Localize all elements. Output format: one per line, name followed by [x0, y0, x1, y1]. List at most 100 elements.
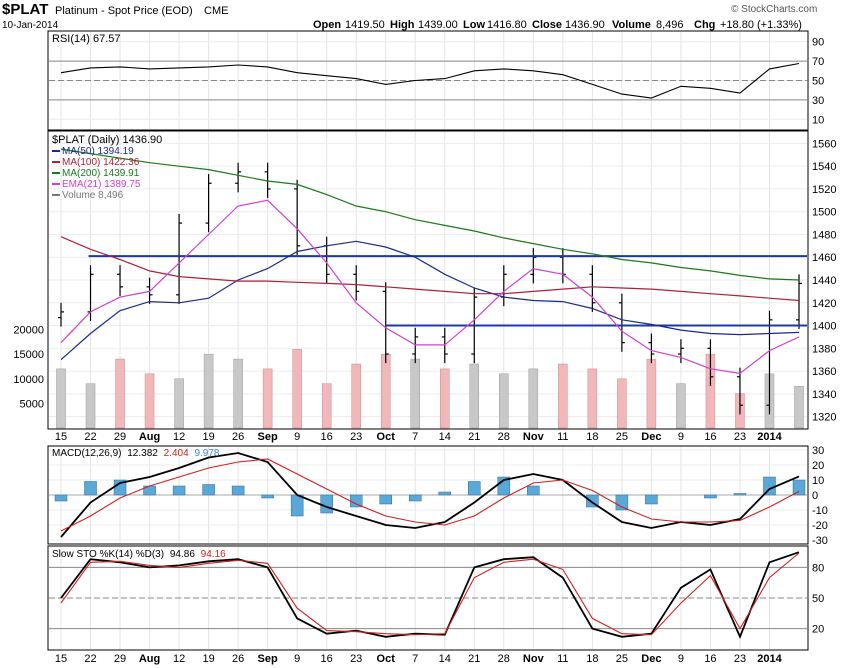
price-tick-label: 1400: [812, 321, 836, 333]
volume-bar: [321, 383, 332, 429]
macd-value: 12.382: [127, 448, 158, 459]
macd-histogram-bar: [54, 494, 68, 502]
x-axis-label: 9: [678, 431, 684, 443]
volume-bar: [144, 373, 155, 429]
x-axis-label: 11: [557, 431, 568, 443]
price-legend-item: MA(50) 1394.19: [62, 146, 134, 157]
macd-histogram-bar: [733, 493, 747, 496]
x-axis-label: 22: [84, 653, 96, 665]
volume-bar: [794, 385, 804, 429]
x-axis-label: 23: [350, 653, 362, 665]
x-axis-label: Nov: [523, 653, 545, 665]
price-tick-label: 1320: [812, 412, 836, 424]
x-axis-label: 16: [321, 653, 333, 665]
x-axis-label: 23: [734, 653, 746, 665]
macd-histogram-bar: [84, 481, 97, 496]
macd-histogram-bar: [468, 481, 481, 496]
macd-legend: MACD(12,26,9) 12.382 2.404 9.978: [52, 448, 220, 459]
x-axis-label: 18: [586, 653, 598, 665]
ema21-line: [60, 199, 800, 375]
macd-hist-value: 9.978: [194, 448, 219, 459]
volume-bar: [115, 358, 125, 429]
macd-histogram-bar: [645, 494, 658, 505]
x-axis-label: 14: [439, 653, 451, 665]
sto-k-value: 94.86: [170, 549, 195, 560]
x-axis-label: 21: [468, 431, 480, 443]
x-axis-label: 9: [294, 431, 300, 443]
ma200-line: [60, 148, 800, 281]
volume-bar: [410, 358, 420, 429]
volume-bar: [469, 363, 480, 429]
x-axis-label: 15: [55, 431, 67, 443]
x-axis-label: 12: [173, 431, 185, 443]
x-axis-label: Dec: [641, 653, 661, 665]
macd-tick-label: 30: [812, 445, 824, 457]
x-axis-label: Aug: [139, 653, 160, 665]
watermark: © StockCharts.com: [731, 4, 817, 15]
x-axis-label: 7: [412, 653, 418, 665]
macd-histogram-bar: [290, 494, 304, 517]
open-label: Open: [313, 19, 341, 31]
sto-tick-label: 80: [812, 562, 824, 574]
sto-k-line: [60, 551, 800, 640]
macd-histogram-bar: [527, 485, 540, 496]
x-axis-label: 28: [498, 431, 510, 443]
price-tick-label: 1500: [812, 207, 836, 219]
rsi-tick-label: 10: [812, 114, 824, 126]
x-axis-label: 2014: [757, 653, 782, 665]
x-axis-label: 26: [232, 653, 244, 665]
price-tick-label: 1440: [812, 275, 836, 287]
x-axis-label: 11: [557, 653, 568, 665]
rsi-tick-label: 70: [812, 56, 824, 68]
x-axis-label: 29: [114, 653, 126, 665]
volume-bar: [676, 383, 686, 429]
x-axis-label: Oct: [377, 653, 396, 665]
price-tick-label: 1520: [812, 184, 836, 196]
sto-d-line: [60, 552, 800, 636]
instrument-desc: - Spot Price (EOD): [101, 5, 193, 17]
rsi-tick-label: 90: [812, 37, 824, 49]
x-axis-label: 19: [202, 431, 214, 443]
macd-tick-label: 10: [812, 475, 824, 487]
volume-bar: [203, 353, 214, 429]
price-tick-label: 1480: [812, 229, 836, 241]
volume-bar: [56, 368, 66, 429]
volume-bar: [351, 363, 361, 429]
x-axis-label: 23: [350, 431, 362, 443]
rsi-tick-label: 50: [812, 76, 824, 88]
macd-signal-line: [60, 458, 800, 532]
x-axis-label: 9: [678, 653, 684, 665]
volume-bar: [617, 378, 627, 429]
volume-bar: [499, 373, 509, 429]
price-legend-item: EMA(21) 1389.75: [62, 179, 141, 190]
price-tick-label: 1380: [812, 343, 836, 355]
x-axis-label: 18: [586, 431, 598, 443]
rsi-tick-label: 30: [812, 95, 824, 107]
rsi-panel: [47, 30, 809, 131]
price-legend-item: Volume 8,496: [62, 190, 124, 201]
x-axis-label: 16: [704, 431, 716, 443]
macd-histogram-bar: [379, 494, 392, 505]
x-axis-label: 29: [114, 431, 126, 443]
chart-date: 10-Jan-2014: [2, 20, 59, 31]
price-tick-label: 1360: [812, 366, 836, 378]
sto-d-value: 94.16: [201, 549, 226, 560]
volume-bar: [646, 358, 657, 429]
x-axis-label: 15: [55, 653, 67, 665]
macd-histogram-bar: [231, 485, 245, 496]
x-axis-label: Oct: [377, 431, 396, 443]
sto-panel: [47, 545, 809, 651]
open-value: 1419.50: [345, 19, 385, 31]
volume-bar: [262, 368, 273, 429]
volume-label: Volume: [612, 19, 651, 31]
macd-histogram-bar: [408, 494, 422, 502]
x-axis-label: 22: [84, 431, 96, 443]
symbol: $PLAT: [2, 1, 48, 18]
volume-bar: [380, 353, 391, 429]
macd-tick-label: -20: [812, 520, 828, 532]
x-axis-label: Nov: [523, 431, 545, 443]
x-axis-label: 14: [439, 431, 451, 443]
macd-tick-label: 0: [812, 490, 818, 502]
x-axis-label: 25: [616, 653, 628, 665]
macd-signal-value: 2.404: [164, 448, 189, 459]
